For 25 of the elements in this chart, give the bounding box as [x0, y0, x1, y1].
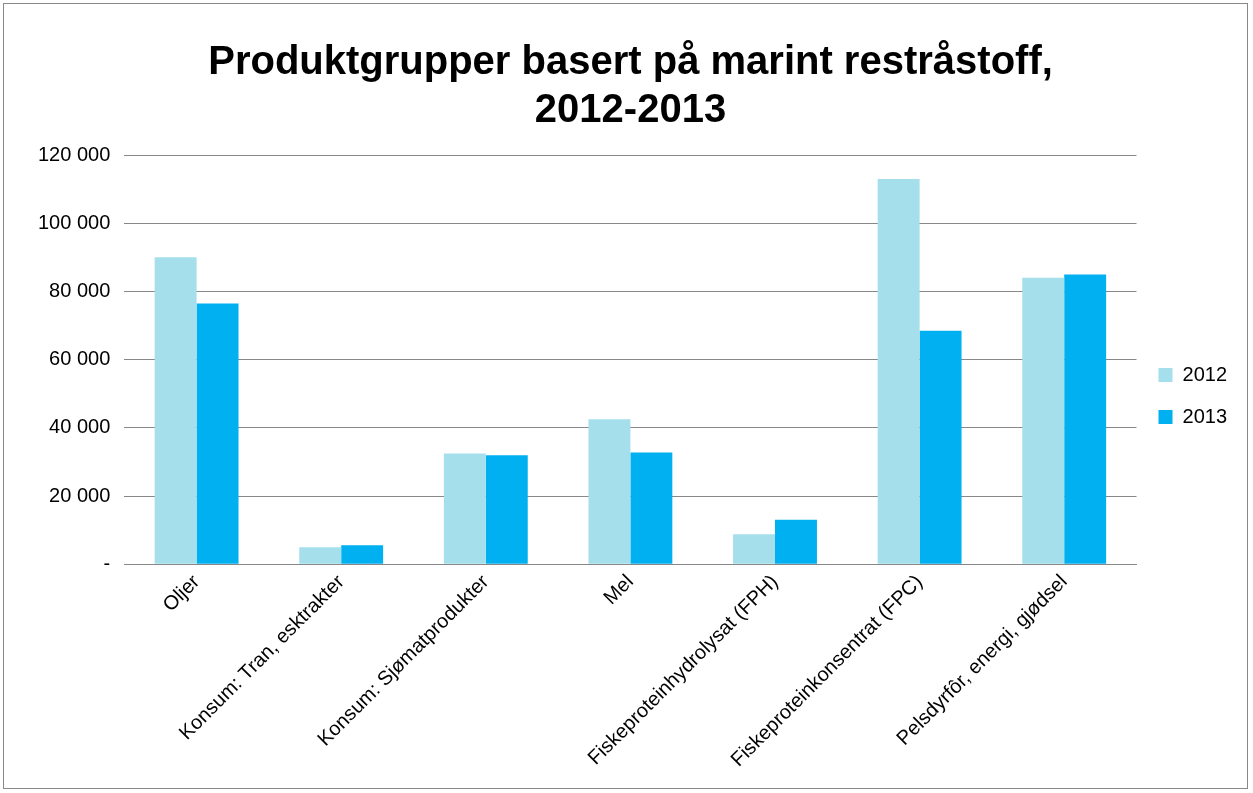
legend-label: 2012	[1182, 362, 1228, 385]
y-tick-label: 20 000	[49, 483, 111, 506]
y-tick-label: 120 000	[38, 142, 111, 165]
bar	[877, 178, 920, 564]
y-tick-label: 40 000	[49, 415, 111, 438]
bar	[443, 453, 486, 564]
bar	[196, 303, 239, 564]
bar	[154, 257, 197, 564]
bar	[588, 419, 631, 564]
bar	[919, 330, 962, 564]
y-tick-label: -	[103, 551, 111, 574]
x-tick-label: Mel	[598, 569, 638, 609]
y-tick-label: 100 000	[38, 210, 111, 233]
bar	[485, 455, 528, 564]
bar	[775, 519, 817, 564]
y-tick-label: 80 000	[49, 278, 111, 301]
chart-title: Produktgrupper basert på marint restråstoff, 2012-2013	[208, 38, 1053, 131]
bar	[733, 534, 775, 564]
bar	[341, 545, 384, 564]
bar	[630, 452, 673, 564]
bar	[1064, 274, 1107, 564]
bar	[1022, 277, 1065, 564]
bar	[299, 547, 342, 564]
y-tick-label: 60 000	[49, 347, 111, 370]
legend-label: 2013	[1182, 404, 1228, 427]
